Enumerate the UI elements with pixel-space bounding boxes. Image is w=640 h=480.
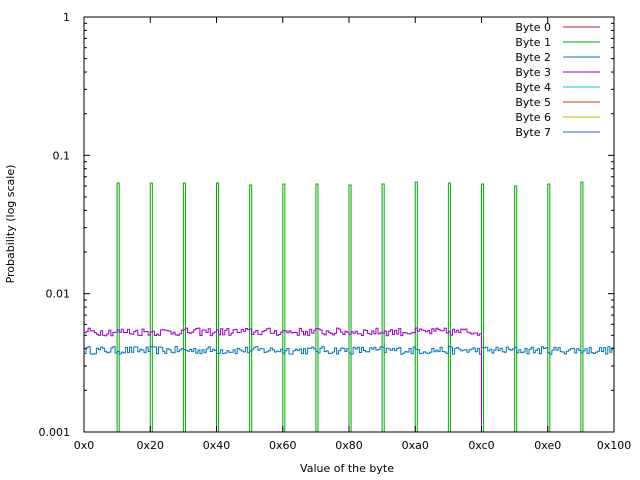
- plot-area: [84, 181, 614, 432]
- y-axis-label: Probability (log scale): [4, 165, 17, 284]
- spike-bar: [447, 182, 451, 432]
- spike-bar: [282, 183, 286, 432]
- legend-label: Byte 3: [515, 66, 551, 79]
- legend-label: Byte 4: [515, 81, 551, 94]
- spike-bar: [116, 182, 120, 432]
- series-3: [84, 327, 482, 432]
- spike-bar: [348, 184, 352, 432]
- series-2: [84, 346, 614, 355]
- y-tick-label: 1: [63, 11, 70, 24]
- legend-label: Byte 6: [515, 111, 551, 124]
- legend-label: Byte 0: [515, 21, 551, 34]
- spike-bar: [149, 182, 153, 432]
- y-tick-label: 0.001: [39, 426, 71, 439]
- series-band-line: [84, 346, 614, 355]
- spike-bar: [547, 183, 551, 432]
- spike-bar: [381, 183, 385, 432]
- x-tick-label: 0xe0: [534, 439, 561, 452]
- x-tick-label: 0x60: [269, 439, 297, 452]
- y-tick-label: 0.01: [46, 288, 71, 301]
- legend-label: Byte 2: [515, 51, 551, 64]
- spike-bar: [580, 181, 584, 432]
- x-axis-label: Value of the byte: [300, 462, 394, 475]
- spike-bar: [414, 181, 418, 432]
- x-tick-label: 0x20: [136, 439, 164, 452]
- spike-bar: [182, 182, 186, 432]
- spike-bar: [216, 182, 220, 432]
- legend-label: Byte 5: [515, 96, 551, 109]
- x-tick-label: 0xc0: [468, 439, 494, 452]
- x-tick-label: 0xa0: [402, 439, 429, 452]
- axes: 0x0 0x20 0x40 0x60 0x80 0xa0 0xc0 0xe0 0x100 0.00…: [39, 11, 632, 452]
- legend: Byte 0 Byte 1 Byte 2 Byte 3 Byte 4 Byte 5 Byte…: [515, 21, 600, 139]
- legend-label: Byte 1: [515, 36, 551, 49]
- x-tick-label: 0x40: [203, 439, 231, 452]
- spike-bar: [315, 183, 319, 432]
- series-band-line: [84, 327, 482, 432]
- spike-bar: [481, 183, 485, 432]
- spike-bar: [249, 184, 253, 432]
- spike-bar: [514, 185, 518, 432]
- x-tick-label: 0x100: [597, 439, 632, 452]
- y-tick-label: 0.1: [53, 149, 71, 162]
- legend-label: Byte 7: [515, 126, 551, 139]
- x-tick-label: 0x80: [335, 439, 363, 452]
- x-tick-label: 0x0: [74, 439, 95, 452]
- series-1: [116, 181, 584, 432]
